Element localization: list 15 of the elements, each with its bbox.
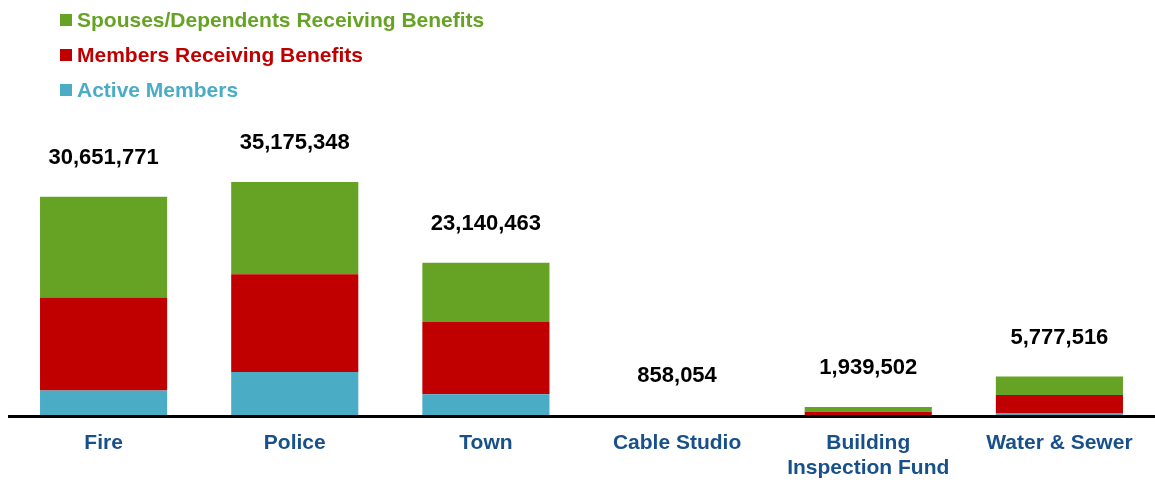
- annotation: 23,140,463: [430, 209, 541, 235]
- legend-label: Spouses/Dependents Receiving Benefits: [77, 8, 485, 32]
- annotation: 30,651,771: [48, 143, 159, 169]
- x-tick-label: Water & Sewer: [986, 430, 1133, 453]
- x-tick-label: Fire: [84, 430, 123, 453]
- x-tick-label: Cable Studio: [612, 430, 742, 453]
- legend-label: Members Receiving Benefits: [77, 43, 363, 67]
- x-tick-label: Police: [263, 430, 326, 453]
- annotation: 858,054: [637, 362, 718, 388]
- x-tick-label: Building Inspection Fund: [787, 430, 950, 479]
- annotation: 35,175,348: [239, 129, 350, 155]
- legend-label: Active Members: [77, 78, 239, 102]
- annotation: 5,777,516: [1010, 323, 1109, 349]
- x-tick-label: Town: [459, 430, 513, 453]
- annotation: 1,939,502: [819, 353, 918, 379]
